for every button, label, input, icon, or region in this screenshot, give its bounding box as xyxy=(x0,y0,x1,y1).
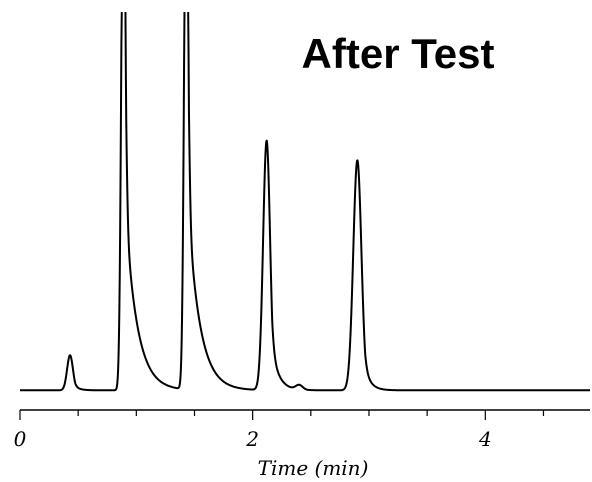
x-axis: 0 2 4 xyxy=(14,409,590,451)
chart-title: After Test xyxy=(302,30,495,77)
x-tick-label: 0 xyxy=(14,427,27,451)
plot-area xyxy=(20,12,590,392)
x-tick-label: 2 xyxy=(245,427,259,451)
x-axis-label: Time (min) xyxy=(258,456,369,480)
chromatogram-trace xyxy=(20,12,590,392)
x-tick-label: 4 xyxy=(478,427,492,451)
